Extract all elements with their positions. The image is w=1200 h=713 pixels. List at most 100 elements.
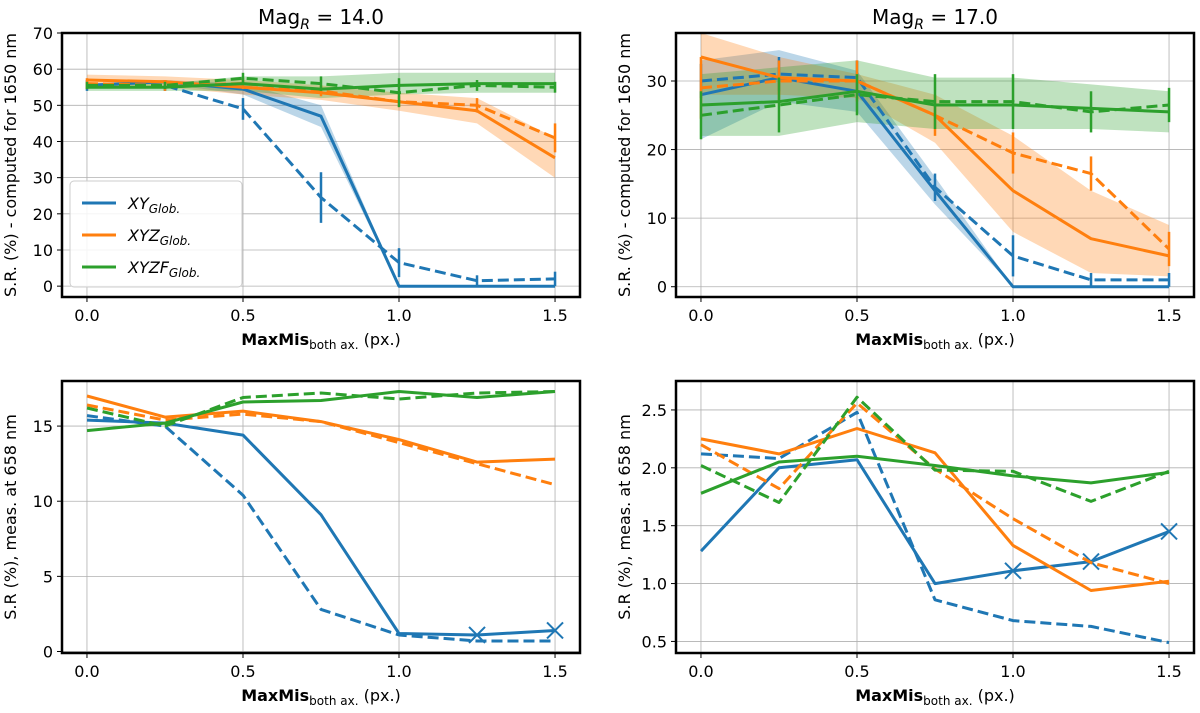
- x-axis-label-sub: both ax.: [309, 338, 358, 352]
- legend-label: XYZFGlob.: [127, 258, 200, 280]
- y-tick-label: 70: [33, 24, 53, 43]
- series-line-xyz-solid: [700, 427, 1170, 592]
- x-axis-label-sub: both ax.: [309, 694, 358, 708]
- y-tick-label: 60: [33, 60, 53, 79]
- legend-label-main: XY: [127, 194, 150, 213]
- series-line-xyz-solid: [86, 394, 556, 464]
- y-tick-label: 40: [33, 132, 53, 151]
- x-tick-label: 0.0: [74, 306, 99, 325]
- y-tick-label: 20: [33, 205, 53, 224]
- x-tick-label: 1.5: [1156, 662, 1181, 681]
- panel-bottom-right: 0.0 0.5 1.0 1.5 0.5 1.0 1.5 2.0 2.5 MaxMisboth ax…: [615, 379, 1196, 708]
- panel-title: MagR = 14.0: [258, 5, 384, 33]
- plot-background: [676, 381, 1194, 653]
- y-tick-label: 2.5: [642, 401, 667, 420]
- x-axis-label-unit: (px.): [973, 330, 1015, 349]
- x-tick-label: 1.0: [386, 306, 411, 325]
- y-tick-label: 30: [33, 169, 53, 188]
- legend-label-main: XYZ: [127, 226, 161, 245]
- x-axis-label-main: MaxMis: [241, 330, 309, 349]
- x-tick-label: 1.5: [1156, 306, 1181, 325]
- panel-title: MagR = 17.0: [872, 5, 998, 33]
- x-axis-label-main: MaxMis: [855, 686, 923, 705]
- y-tick-label: 2.0: [642, 459, 667, 478]
- y-axis-label: S.R (%), meas. at 658 nm: [615, 414, 634, 620]
- x-tick-label: 0.0: [688, 306, 713, 325]
- y-tick-label: 15: [33, 417, 53, 436]
- x-tick-label: 0.0: [74, 662, 99, 681]
- legend-label: XYGlob.: [127, 194, 180, 216]
- x-axis-label-unit: (px.): [359, 330, 401, 349]
- plot-area: [86, 390, 564, 644]
- series-line-xy-dashed: [700, 410, 1170, 645]
- band-xy-solid: [701, 50, 1169, 287]
- y-tick-label: 10: [33, 241, 53, 260]
- x-axis-label: MaxMisboth ax. (px.): [855, 686, 1015, 708]
- legend-label-sub: Glob.: [169, 266, 200, 280]
- x-tick-label: 1.0: [1000, 662, 1025, 681]
- y-tick-label: 0: [43, 277, 53, 296]
- y-tick-label: 10: [33, 492, 53, 511]
- panel-bottom-left: 0.0 0.5 1.0 1.5 0 5 10 15 MaxMisboth ax. (px.) S.…: [1, 379, 582, 708]
- x-axis-label: MaxMisboth ax. (px.): [241, 330, 401, 352]
- y-tick-label: 10: [647, 209, 667, 228]
- x-axis-label: MaxMisboth ax. (px.): [855, 330, 1015, 352]
- x-marker: [1160, 522, 1178, 541]
- y-tick-label: 0: [657, 278, 667, 297]
- y-tick-label: 5: [43, 567, 53, 586]
- y-tick-label: 50: [33, 96, 53, 115]
- plot-frame: [674, 31, 1196, 299]
- series-line-xyzf-dashed: [86, 390, 556, 428]
- panel-title-main: Mag: [872, 5, 914, 29]
- x-marker: [1004, 562, 1022, 580]
- x-tick-label: 0.0: [688, 662, 713, 681]
- panel-top-right: 0.0 0.5 1.0 1.5 0 10 20 30 MaxMisboth ax. (px.) S…: [615, 5, 1196, 352]
- band-xy-solid: [87, 80, 555, 287]
- legend: XYGlob.XYZGlob.XYZFGlob.: [69, 180, 243, 288]
- x-axis-label: MaxMisboth ax. (px.): [241, 686, 401, 708]
- y-tick-label: 1.0: [642, 575, 667, 594]
- plot-frame: [60, 379, 582, 655]
- legend-label-sub: Glob.: [160, 234, 191, 248]
- y-axis-label: S.R. (%) - computed for 1650 nm: [1, 33, 20, 297]
- x-marker: [546, 621, 564, 640]
- plot-frame: [674, 379, 1196, 655]
- legend-label-sub: Glob.: [149, 202, 180, 216]
- x-axis-label-unit: (px.): [359, 686, 401, 705]
- panel-title-rest: = 14.0: [310, 5, 384, 29]
- y-axis-label: S.R. (%) - computed for 1650 nm: [615, 33, 634, 297]
- panel-top-left: 0.0 0.5 1.0 1.5 0 10 20 30 40 50 60 70 MaxMisboth ax…: [1, 5, 582, 352]
- y-tick-label: 0: [43, 642, 53, 661]
- legend-box: [69, 180, 243, 288]
- x-tick-label: 1.5: [542, 662, 567, 681]
- y-tick-label: 0.5: [642, 632, 667, 651]
- x-tick-label: 1.0: [386, 662, 411, 681]
- legend-label: XYZGlob.: [127, 226, 191, 248]
- x-tick-label: 1.0: [1000, 306, 1025, 325]
- band-xyz-solid: [87, 74, 555, 178]
- plot-frame: [60, 31, 582, 299]
- x-tick-label: 1.5: [542, 306, 567, 325]
- x-axis-label-sub: both ax.: [923, 694, 972, 708]
- panel-title-sub: R: [300, 17, 310, 33]
- plot-area: [85, 72, 557, 288]
- y-tick-label: 30: [647, 72, 667, 91]
- x-marker: [468, 626, 486, 644]
- x-axis-label-unit: (px.): [973, 686, 1015, 705]
- series-line-xyzf-solid: [86, 390, 556, 433]
- y-tick-label: 1.5: [642, 517, 667, 536]
- x-axis-label-main: MaxMis: [241, 686, 309, 705]
- series-line-xy-dashed: [86, 414, 555, 643]
- y-tick-label: 20: [647, 141, 667, 160]
- plot-area: [699, 395, 1178, 645]
- plot-area: [699, 33, 1171, 289]
- x-tick-label: 0.5: [230, 306, 255, 325]
- series-line-xyzf-solid: [700, 454, 1170, 495]
- x-tick-label: 0.5: [844, 306, 869, 325]
- x-axis-label-main: MaxMis: [855, 330, 923, 349]
- x-tick-label: 0.5: [844, 662, 869, 681]
- y-axis-label: S.R (%), meas. at 658 nm: [1, 414, 20, 620]
- panel-title-main: Mag: [258, 5, 300, 29]
